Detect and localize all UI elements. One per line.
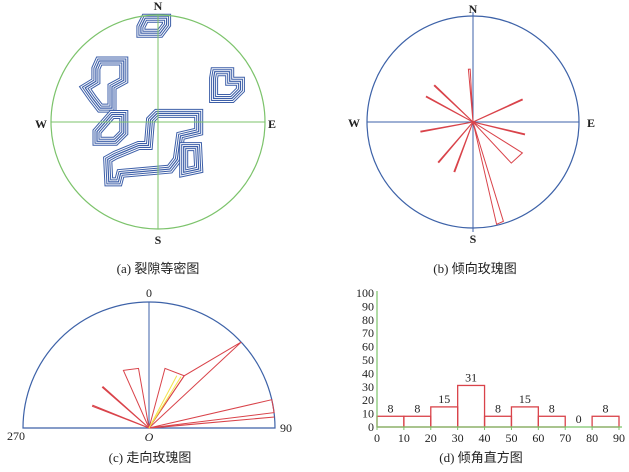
density-contour — [209, 67, 245, 103]
y-tick-label: 100 — [356, 286, 374, 300]
y-tick-label: 50 — [362, 353, 374, 367]
x-tick-label: 90 — [613, 431, 625, 445]
rose-petal — [472, 121, 524, 164]
density-contour — [136, 13, 172, 38]
contour-line — [183, 146, 200, 174]
rose-petal — [437, 121, 474, 164]
south-label: S — [155, 233, 162, 247]
north-label: N — [154, 0, 163, 13]
histogram-bar — [483, 415, 513, 428]
bar-value-label: 8 — [387, 401, 393, 415]
bar-value-label: 8 — [495, 401, 501, 415]
histogram-bar — [376, 415, 405, 428]
rose-petal — [472, 121, 505, 226]
x-tick-label: 60 — [532, 431, 544, 445]
y-tick-label: 40 — [362, 366, 374, 380]
contour-line — [107, 112, 200, 183]
x-tick-label: 80 — [586, 431, 598, 445]
x-tick-label: 70 — [559, 431, 571, 445]
y-tick-label: 80 — [362, 313, 374, 327]
bar-value-label: 15 — [438, 392, 450, 406]
bar-value-label: 8 — [414, 401, 420, 415]
density-contour — [103, 108, 204, 187]
x-tick-label: 30 — [452, 431, 464, 445]
x-tick-label: 0 — [374, 431, 380, 445]
y-tick-label: 60 — [362, 340, 374, 354]
contour-plot-a: N S W E (a) 裂隙等密图 — [35, 0, 276, 276]
contour-line — [84, 60, 125, 109]
east-label: E — [587, 116, 595, 130]
rose-petal — [420, 121, 474, 133]
histogram-bar — [403, 415, 432, 428]
x-tick-label: 10 — [398, 431, 410, 445]
bar-value-label: 8 — [603, 401, 609, 415]
histogram-bar — [457, 384, 486, 428]
mean-direction-line — [148, 376, 182, 429]
density-contour — [78, 56, 129, 113]
rose-petal — [91, 404, 150, 429]
east-label: E — [268, 117, 276, 131]
y-tick-label: 20 — [362, 393, 374, 407]
rose-petal — [433, 84, 474, 123]
density-contour — [179, 142, 204, 178]
x-tick-label: 50 — [505, 431, 517, 445]
x-tick-label: 20 — [425, 431, 437, 445]
rose-petal — [148, 399, 275, 429]
rose-petal — [472, 121, 526, 136]
contour-line — [213, 71, 241, 100]
semicircle — [22, 301, 276, 429]
rose-petal — [122, 367, 150, 429]
label-0: 0 — [146, 286, 152, 300]
label-90: 90 — [280, 421, 292, 435]
south-label: S — [470, 232, 477, 246]
bar-value-label: 0 — [576, 412, 582, 426]
caption-a: (a) 裂隙等密图 — [117, 261, 200, 276]
north-label: N — [469, 2, 478, 16]
y-tick-label: 90 — [362, 299, 374, 313]
contour-line — [96, 113, 125, 142]
bar-value-label: 8 — [549, 401, 555, 415]
caption-c: (c) 走向玫瑰图 — [109, 450, 192, 465]
petal-group — [420, 68, 526, 226]
west-label: W — [348, 116, 360, 130]
rose-petal — [148, 341, 242, 429]
rose-plot-c: 0 270 90 O (c) 走向玫瑰图 — [7, 286, 292, 465]
contour-line — [140, 17, 168, 34]
histogram-bar — [430, 406, 459, 428]
west-label: W — [35, 117, 47, 131]
rose-plot-b: N S W E (b) 倾向玫瑰图 — [348, 2, 595, 276]
rose-petal — [425, 95, 474, 123]
contour-group — [78, 13, 245, 187]
density-contour — [92, 110, 129, 146]
mean-direction-line — [148, 375, 178, 429]
bar-group: 8 8 15 31 8 15 8 0 8 — [376, 370, 620, 428]
rose-petal — [101, 385, 150, 429]
bar-value-label: 15 — [519, 392, 531, 406]
y-tick-label: 70 — [362, 326, 374, 340]
rose-petal — [472, 98, 524, 123]
x-tick-label: 40 — [479, 431, 491, 445]
rose-petal — [453, 121, 474, 173]
caption-d: (d) 倾角直方图 — [439, 450, 522, 465]
label-270: 270 — [7, 429, 25, 443]
histogram-bar — [510, 406, 539, 428]
bar-value-label: 31 — [465, 370, 477, 384]
petal-group — [91, 341, 275, 429]
histogram-bar — [591, 415, 620, 428]
y-tick-label: 0 — [368, 420, 374, 434]
rose-petal — [467, 68, 474, 123]
rose-petal — [148, 416, 275, 429]
caption-b: (b) 倾向玫瑰图 — [433, 261, 516, 276]
y-tick-label: 10 — [362, 407, 374, 421]
histogram-bar — [537, 415, 566, 428]
y-tick-label: 30 — [362, 380, 374, 394]
origin-label: O — [145, 430, 154, 444]
axes: 0 10 20 30 40 50 60 70 80 90010203040506070809010… — [356, 286, 625, 445]
